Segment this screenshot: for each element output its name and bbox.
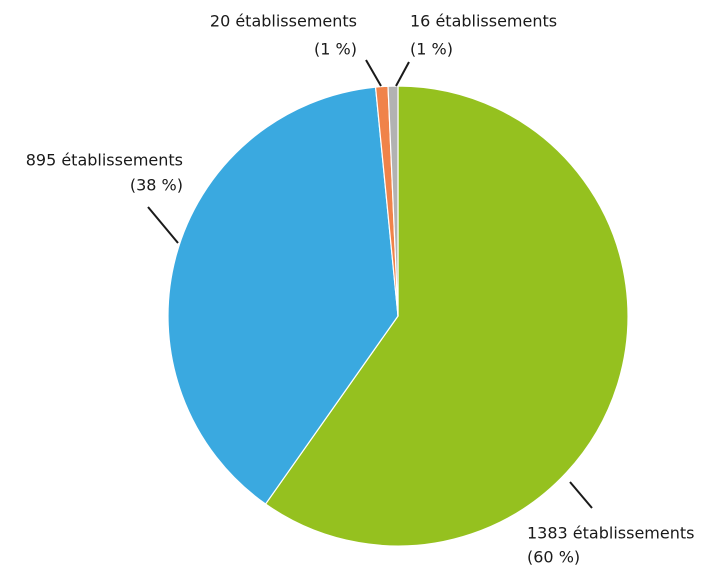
- pie-slice: [264, 85, 629, 547]
- leader-line: [147, 206, 179, 244]
- percentage-label: (1 %): [410, 40, 453, 59]
- leader-line: [395, 61, 410, 87]
- data-label: 20 établissements: [210, 12, 357, 31]
- pie-slice: [167, 86, 399, 505]
- data-label: 1383 établissements: [527, 524, 694, 543]
- percentage-label: (38 %): [130, 176, 183, 195]
- leader-line: [569, 481, 593, 509]
- data-label: 895 établissements: [26, 151, 183, 170]
- data-label: 16 établissements: [410, 12, 557, 31]
- leader-line: [365, 59, 382, 87]
- percentage-label: (1 %): [314, 40, 357, 59]
- pie-slice: [387, 85, 399, 317]
- percentage-label: (60 %): [527, 548, 580, 567]
